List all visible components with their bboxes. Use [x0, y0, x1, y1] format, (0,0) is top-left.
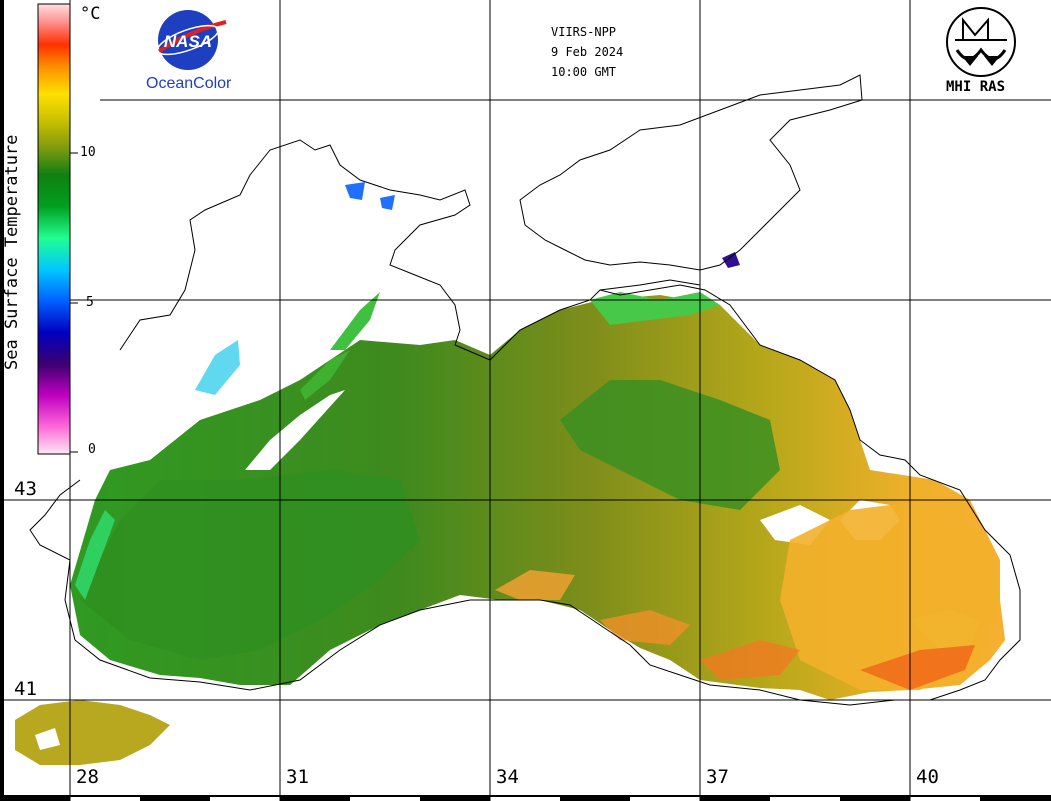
date-label: 9 Feb 2024	[551, 45, 624, 59]
coastline	[119, 139, 471, 351]
sensor-label: VIIRS-NPP	[551, 25, 617, 39]
lon-label-34: 34	[496, 766, 519, 788]
oceancolor-label: OceanColor	[146, 75, 232, 92]
lon-label-40: 40	[916, 766, 939, 788]
lon-label-31: 31	[286, 766, 309, 788]
colorbar-unit: °C	[80, 4, 101, 24]
lon-label-37: 37	[706, 766, 729, 788]
nasa-logo: NASA	[156, 10, 227, 70]
colorbar-tick-10: 10	[80, 145, 96, 160]
colorbar-tick-5: 5	[86, 295, 94, 310]
lat-label-41: 41	[14, 678, 37, 700]
marmara-sea	[15, 700, 170, 765]
lat-label-43: 43	[14, 478, 37, 500]
colorbar-tick-0: 0	[88, 442, 96, 457]
time-label: 10:00 GMT	[551, 65, 617, 79]
institute-label: MHI RAS	[946, 79, 1006, 95]
lon-label-28: 28	[76, 766, 99, 788]
colorbar-title: Sea Surface Temperature	[2, 134, 22, 370]
nasa-mark: NASA	[164, 32, 212, 51]
mhi-ras-logo	[946, 7, 1016, 77]
colorbar-scale	[37, 3, 71, 455]
